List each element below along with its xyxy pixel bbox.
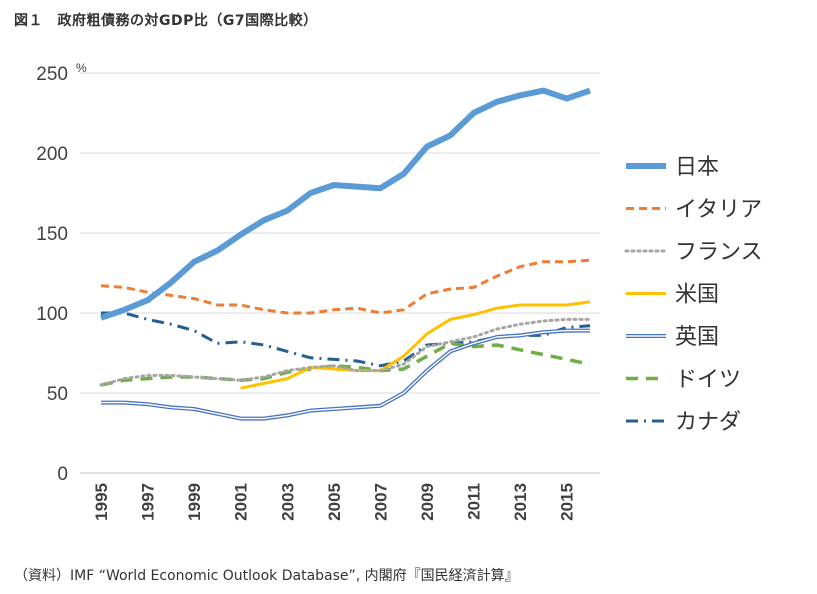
series-line-ドイツ	[100, 341, 591, 387]
legend-item: カナダ	[626, 410, 741, 435]
legend-item: 米国	[626, 283, 719, 308]
y-tick-label: 50	[47, 384, 68, 405]
y-tick-label: 150	[36, 224, 68, 245]
x-tick-label: 2009	[418, 483, 437, 521]
legend-label: ドイツ	[675, 368, 741, 393]
source-note: （資料）IMF “World Economic Outlook Database…	[14, 568, 519, 584]
x-tick-label: 1997	[139, 483, 158, 521]
legend-label: 米国	[675, 283, 719, 308]
x-tick-label: 1995	[92, 483, 111, 521]
legend-item: 英国	[626, 325, 719, 350]
legend-item: イタリア	[626, 198, 762, 223]
legend-item: フランス	[624, 240, 763, 265]
x-tick-label: 2007	[371, 483, 390, 521]
series-line-カナダ	[101, 311, 591, 368]
x-tick-label: 2001	[232, 483, 251, 521]
chart-title: 図１ 政府粗債務の対GDP比（G7国際比較）	[14, 13, 318, 29]
series-line-イタリア	[100, 258, 591, 315]
y-tick-label: 100	[36, 304, 68, 325]
x-tick-label: 2011	[465, 483, 484, 520]
y-tick-label: 200	[36, 144, 68, 165]
legend-label: イタリア	[675, 198, 762, 223]
series-line-米国	[240, 300, 591, 390]
x-tick-label: 2015	[558, 483, 577, 521]
legend-label: 日本	[675, 155, 719, 180]
gridlines	[80, 72, 600, 394]
legend-item: ドイツ	[626, 368, 741, 393]
x-tick-label: 1999	[185, 483, 204, 521]
legend-item: 日本	[626, 155, 719, 180]
legend-label: カナダ	[675, 410, 741, 435]
series-line-フランス	[99, 317, 592, 387]
series-line-英国-inner	[101, 329, 590, 420]
series-lines	[99, 87, 592, 421]
y-unit-label: %	[76, 61, 87, 75]
y-tick-label: 250	[36, 64, 68, 85]
legend-label: フランス	[675, 240, 763, 265]
x-tick-label: 2003	[278, 483, 297, 521]
x-tick-label: 2005	[325, 483, 344, 521]
legend-label: 英国	[675, 325, 719, 350]
axes: 0 50 100 150 200 250 % 1995 1997 1999 2001 2003 2005…	[36, 61, 600, 521]
series-line-日本	[100, 87, 591, 321]
x-tick-label: 2013	[511, 483, 530, 521]
y-tick-label: 0	[57, 464, 68, 485]
